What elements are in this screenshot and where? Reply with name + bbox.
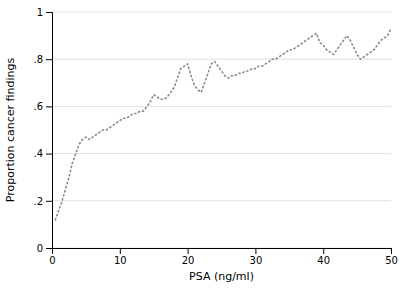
plot-area: 0 10 20 30 40 50 0 .2 .4 .6 .8 1: [33, 7, 397, 266]
grid-line: [52, 106, 391, 107]
x-axis-title: PSA (ng/ml): [189, 270, 254, 283]
y-tick-mark: [46, 248, 52, 249]
x-tick-label: 20: [182, 255, 195, 266]
y-tick: .6: [33, 101, 52, 112]
y-tick-label: .4: [33, 148, 43, 159]
x-axis: 0 10 20 30 40 50: [49, 248, 398, 266]
y-tick: 0: [37, 243, 52, 254]
y-tick-label: 0: [37, 243, 43, 254]
x-tick: 30: [250, 248, 263, 266]
x-tick: 40: [317, 248, 330, 266]
y-tick-label: .8: [33, 54, 43, 65]
y-tick-mark: [46, 106, 52, 107]
y-axis: 0 .2 .4 .6 .8 1: [33, 7, 52, 254]
chart: 0 10 20 30 40 50 0 .2 .4 .6 .8 1 PSA (ng/ml) Proporti…: [0, 0, 407, 288]
x-tick-label: 0: [49, 255, 55, 266]
y-tick-mark: [46, 201, 52, 202]
y-tick-label: .6: [33, 101, 43, 112]
x-tick-mark: [323, 248, 324, 254]
x-tick-label: 40: [317, 255, 330, 266]
y-axis-line: [46, 13, 53, 249]
y-tick: 1: [37, 7, 52, 18]
y-tick-label: 1: [37, 7, 43, 18]
y-tick: .4: [33, 148, 52, 159]
x-tick-mark: [120, 248, 121, 254]
y-tick-mark: [46, 154, 52, 155]
grid-line: [52, 153, 391, 154]
x-tick-label: 30: [250, 255, 263, 266]
x-tick: 0: [49, 248, 55, 266]
x-tick: 20: [182, 248, 195, 266]
x-tick-mark: [391, 248, 392, 254]
x-tick-label: 10: [114, 255, 127, 266]
x-tick: 10: [114, 248, 127, 266]
data-layer: [55, 29, 391, 220]
y-tick-mark: [46, 12, 52, 13]
y-tick: .2: [33, 196, 52, 207]
grid: [52, 12, 391, 248]
x-axis-line: [53, 249, 392, 255]
grid-line: [52, 59, 391, 60]
y-tick-mark: [46, 59, 52, 60]
y-tick: .8: [33, 54, 52, 65]
x-tick-mark: [188, 248, 189, 254]
grid-line: [52, 12, 391, 13]
x-tick-label: 50: [385, 255, 398, 266]
x-tick-mark: [255, 248, 256, 254]
x-tick: 50: [385, 248, 398, 266]
grid-line: [52, 200, 391, 201]
y-tick-label: .2: [33, 196, 43, 207]
line: [55, 29, 391, 220]
y-axis-title: Proportion cancer findings: [4, 58, 17, 203]
